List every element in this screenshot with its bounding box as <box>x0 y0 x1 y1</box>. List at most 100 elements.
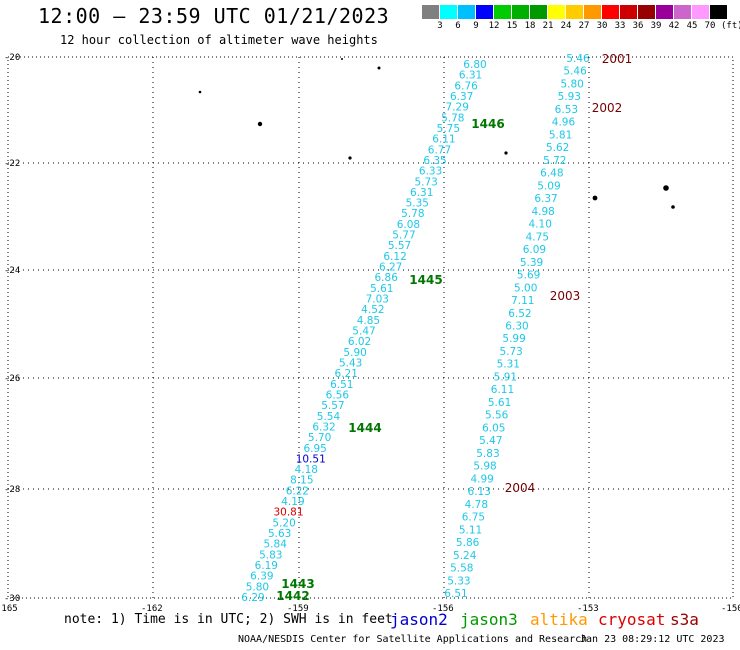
color-scale-label: 18 <box>524 21 536 31</box>
wave-height-value: 6.32 <box>312 421 335 433</box>
wave-height-value: 6.08 <box>397 219 420 231</box>
wave-height-value: 5.99 <box>502 333 525 345</box>
wave-height-value: 5.20 <box>272 517 295 529</box>
island-marker <box>377 66 381 70</box>
wave-height-value: 6.02 <box>348 336 371 348</box>
map-gridlines <box>8 57 733 598</box>
color-scale-label: 21 <box>542 21 554 31</box>
color-scale-swatch <box>530 5 547 19</box>
color-scale-label: 30 <box>596 21 608 31</box>
wave-height-value: 5.31 <box>497 359 520 371</box>
wave-height-value: 4.19 <box>281 496 304 508</box>
legend-item-jason2: jason2 <box>390 610 448 629</box>
wave-height-value: 6.95 <box>303 443 326 455</box>
page-title: 12:00 – 23:59 UTC 01/21/2023 <box>38 4 390 28</box>
color-scale-swatch <box>512 5 529 19</box>
wave-height-value: 5.58 <box>450 563 473 575</box>
wave-height-value: 4.18 <box>295 464 318 476</box>
wave-height-value: 5.70 <box>308 432 331 444</box>
wave-height-value: 5.73 <box>414 176 437 188</box>
wave-height-value: 5.83 <box>476 448 499 460</box>
latitude-tick-label: -22 <box>4 159 20 169</box>
island-marker <box>592 195 598 201</box>
wave-height-value: 6.30 <box>505 321 528 333</box>
wave-height-value: 6.12 <box>383 251 406 263</box>
wave-height-value: 8.15 <box>290 475 313 487</box>
color-scale-label: 33 <box>614 21 626 31</box>
island-marker <box>341 58 343 60</box>
wave-height-value: 10.51 <box>296 453 326 465</box>
wave-height-value: 5.90 <box>343 347 366 359</box>
page-subtitle: 12 hour collection of altimeter wave hei… <box>60 33 378 47</box>
wave-height-value: 5.72 <box>543 155 566 167</box>
wave-height-value: 6.19 <box>255 560 278 572</box>
color-scale-swatch <box>638 5 655 19</box>
color-scale-label: 9 <box>473 21 479 31</box>
wave-height-value: 5.57 <box>388 240 411 252</box>
latitude-tick-label: -20 <box>4 53 20 63</box>
wave-height-value: 5.43 <box>339 357 362 369</box>
wave-height-value: 5.77 <box>392 230 415 242</box>
pass-time-label: 1444 <box>348 421 381 435</box>
wave-height-value: 5.47 <box>352 326 375 338</box>
longitude-tick-label: -153 <box>577 604 599 614</box>
wave-height-value: 6.37 <box>450 91 473 103</box>
latitude-tick-label: -24 <box>4 266 20 276</box>
wave-height-value: 5.69 <box>517 270 540 282</box>
wave-height-value: 5.78 <box>441 112 464 124</box>
footer-note: note: 1) Time is in UTC; 2) SWH is in fe… <box>64 612 393 627</box>
wave-height-value: 5.54 <box>317 411 341 423</box>
wave-height-value: 6.27 <box>379 262 402 274</box>
color-scale-label: 6 <box>455 21 461 31</box>
wave-height-value: 6.13 <box>468 486 491 498</box>
color-scale-swatch <box>674 5 691 19</box>
wave-height-value: 6.35 <box>423 155 446 167</box>
wave-height-value: 6.75 <box>462 512 485 524</box>
wave-height-value: 5.47 <box>479 435 502 447</box>
pass-time-label: 2003 <box>550 289 581 303</box>
generated-timestamp: Jan 23 08:29:12 UTC 2023 <box>580 634 725 645</box>
wave-height-value: 6.77 <box>428 144 451 156</box>
wave-height-value: 5.73 <box>499 346 522 358</box>
legend-item-s3a: s3a <box>670 610 699 629</box>
wave-height-value: 6.22 <box>286 485 309 497</box>
wave-height-value: 5.83 <box>259 549 282 561</box>
wave-height-value: 5.11 <box>459 524 482 536</box>
pass-time-label: 2004 <box>505 481 536 495</box>
wave-height-value: 5.62 <box>546 142 569 154</box>
pass-time-label: 1442 <box>276 589 309 603</box>
credit-text: NOAA/NESDIS Center for Satellite Applica… <box>238 634 588 645</box>
map-frame <box>7 56 734 599</box>
island-marker <box>257 121 263 127</box>
wave-height-value: 6.52 <box>508 308 531 320</box>
legend-item-cryosat: cryosat <box>598 610 666 629</box>
longitude-tick-label: -156 <box>432 604 454 614</box>
satellite-tracks: 6.806.316.766.377.295.785.756.116.776.35… <box>241 52 632 604</box>
pass-time-label: 1445 <box>409 273 442 287</box>
wave-height-value: 5.56 <box>485 410 509 422</box>
pass-time-label: 1446 <box>471 117 504 131</box>
color-scale-label: 70 <box>704 21 716 31</box>
wave-height-value: 5.00 <box>514 282 537 294</box>
longitude-tick-label: -150 <box>721 604 740 614</box>
wave-height-value: 6.53 <box>555 104 578 116</box>
wave-height-value: 5.57 <box>321 400 344 412</box>
island-marker <box>348 156 352 160</box>
wave-height-value: 6.51 <box>444 588 467 600</box>
wave-height-value: 5.84 <box>264 539 288 551</box>
wave-height-value: 5.80 <box>560 78 583 90</box>
island-marker <box>663 185 669 191</box>
color-scale-swatch <box>548 5 565 19</box>
pass-time-label: 1443 <box>281 577 314 591</box>
color-scale-swatch <box>620 5 637 19</box>
wave-height-value: 5.24 <box>453 550 477 562</box>
wave-height-value: 7.11 <box>511 295 534 307</box>
island-markers <box>198 58 675 209</box>
wave-height-value: 6.80 <box>463 59 486 71</box>
pass-time-label: 2001 <box>602 52 633 66</box>
color-scale-swatch <box>476 5 493 19</box>
wave-height-value: 6.05 <box>482 422 505 434</box>
wave-height-value: 30.81 <box>273 507 303 519</box>
color-scale-label: 24 <box>560 21 572 31</box>
